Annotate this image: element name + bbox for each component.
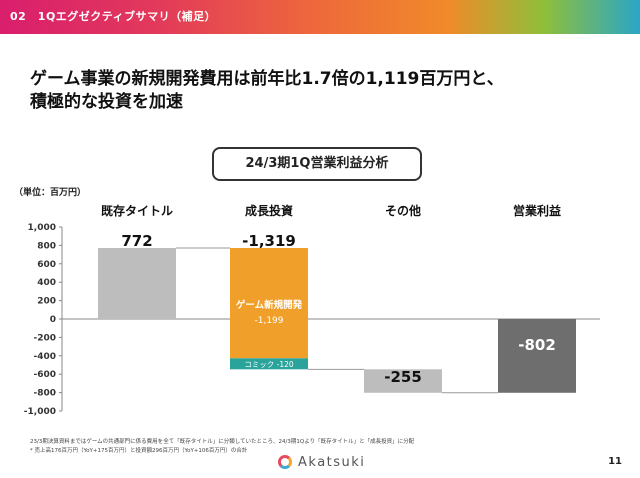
unit-label: （単位：百万円） <box>14 188 87 198</box>
y-tick-label: 0 <box>50 315 56 325</box>
footnote-1: 23/3期決算資料まではゲームの共通部門に係る費用を全て「既存タイトル」に分類し… <box>30 439 415 445</box>
logo-icon <box>278 455 292 469</box>
value-label-operating-profit: -802 <box>518 336 556 354</box>
bar-existing-titles <box>98 247 176 319</box>
logo-text: Akatsuki <box>298 454 366 470</box>
y-tick-label: -800 <box>33 389 56 399</box>
footnote-2: * 売上高176百万円（YoY+175百万円）と投資額296百万円（YoY+10… <box>30 448 248 454</box>
y-tick-label: -600 <box>33 370 56 380</box>
page-number: 11 <box>608 456 622 467</box>
y-tick-label: 800 <box>37 241 56 251</box>
y-tick-label: -400 <box>33 352 56 362</box>
bar-operating-profit <box>498 319 576 393</box>
y-tick-label: 1,000 <box>28 223 56 233</box>
headline-line-2: 積極的な投資を加速 <box>30 92 183 112</box>
category-label: 既存タイトル <box>101 203 173 218</box>
y-tick-label: 400 <box>37 278 56 288</box>
category-label: 営業利益 <box>513 203 561 218</box>
segment-label-game-dev: ゲーム新規開発 <box>236 299 303 311</box>
y-tick-label: 600 <box>37 260 56 270</box>
bar-other <box>364 369 442 393</box>
y-tick-label: -1,000 <box>24 407 56 417</box>
value-label-other: -255 <box>384 368 422 386</box>
y-tick-label: -200 <box>33 333 56 343</box>
segment-value-game-dev: -1,199 <box>254 316 283 326</box>
value-label-growth-investment: -1,319 <box>242 232 296 250</box>
section-header-label: 02 1Qエグゼクティブサマリ（補足） <box>10 10 217 23</box>
y-tick-label: 200 <box>37 297 56 307</box>
category-label: 成長投資 <box>245 203 293 218</box>
value-label-existing-titles: 772 <box>121 232 152 250</box>
segment-label-comic: コミック -120 <box>244 360 294 369</box>
chart-title: 24/3期1Q営業利益分析 <box>212 147 422 181</box>
headline-line-1: ゲーム事業の新規開発費用は前年比1.7倍の1,119百万円と、 <box>30 69 504 89</box>
company-logo: Akatsuki <box>278 452 365 472</box>
category-label: その他 <box>385 203 421 218</box>
bar-segment-comic <box>230 358 308 370</box>
section-header-bar: 02 1Qエグゼクティブサマリ（補足） <box>0 0 640 34</box>
bar-segment-game-dev <box>230 247 308 359</box>
slide-headline: ゲーム事業の新規開発費用は前年比1.7倍の1,119百万円と、 積極的な投資を加… <box>30 68 504 114</box>
